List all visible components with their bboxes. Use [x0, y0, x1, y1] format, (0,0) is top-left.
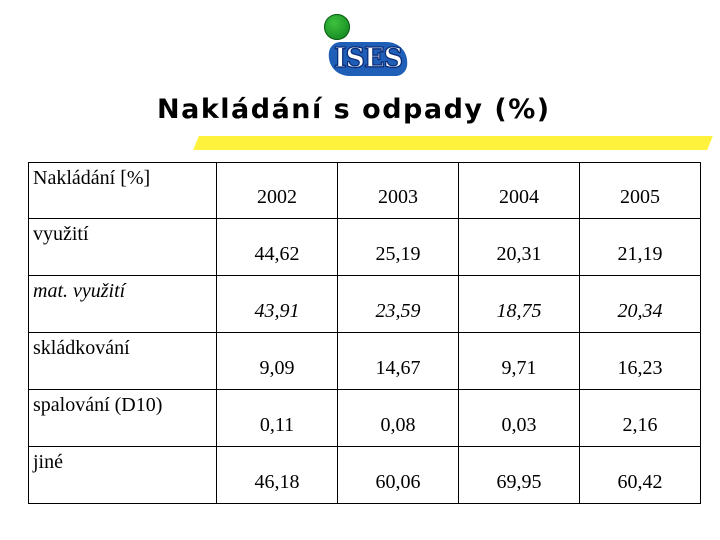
table-cell: 44,62 — [216, 218, 338, 276]
table-cell: 20,31 — [458, 218, 580, 276]
waste-table: Nakládání [%] 2002 2003 2004 2005 využit… — [28, 162, 701, 504]
row-label: spalování (D10) — [28, 389, 217, 447]
logo-ball-icon — [324, 14, 350, 40]
table-row: využití 44,62 25,19 20,31 21,19 — [28, 218, 701, 276]
title-highlight-bar — [193, 136, 713, 150]
table-cell: 16,23 — [579, 332, 701, 390]
row-label: skládkování — [28, 332, 217, 390]
header-cell-year: 2003 — [337, 162, 459, 219]
table-cell: 0,08 — [337, 389, 459, 447]
table-row: spalování (D10) 0,11 0,08 0,03 2,16 — [28, 389, 701, 447]
ises-logo: ISES — [322, 14, 414, 76]
table-cell: 60,42 — [579, 446, 701, 504]
table-cell: 0,03 — [458, 389, 580, 447]
logo-text: ISES — [333, 42, 404, 74]
table-header-row: Nakládání [%] 2002 2003 2004 2005 — [28, 162, 701, 219]
table-cell: 25,19 — [337, 218, 459, 276]
table-row: skládkování 9,09 14,67 9,71 16,23 — [28, 332, 701, 390]
header-cell-year: 2002 — [216, 162, 338, 219]
header-cell-year: 2004 — [458, 162, 580, 219]
table-cell: 60,06 — [337, 446, 459, 504]
page-title: Nakládání s odpady (%) — [157, 94, 551, 125]
row-label: jiné — [28, 446, 217, 504]
table-cell: 21,19 — [579, 218, 701, 276]
header-cell-label: Nakládání [%] — [28, 162, 217, 219]
table-cell: 9,09 — [216, 332, 338, 390]
table-cell: 2,16 — [579, 389, 701, 447]
table-cell: 18,75 — [458, 275, 580, 333]
row-label: využití — [28, 218, 217, 276]
table-cell: 69,95 — [458, 446, 580, 504]
table-cell: 14,67 — [337, 332, 459, 390]
row-label: mat. využití — [28, 275, 217, 333]
header-cell-year: 2005 — [579, 162, 701, 219]
table-cell: 23,59 — [337, 275, 459, 333]
table-cell: 9,71 — [458, 332, 580, 390]
table-cell: 0,11 — [216, 389, 338, 447]
table-cell: 43,91 — [216, 275, 338, 333]
table-cell: 20,34 — [579, 275, 701, 333]
table-cell: 46,18 — [216, 446, 338, 504]
table-row: mat. využití 43,91 23,59 18,75 20,34 — [28, 275, 701, 333]
table-row: jiné 46,18 60,06 69,95 60,42 — [28, 446, 701, 504]
